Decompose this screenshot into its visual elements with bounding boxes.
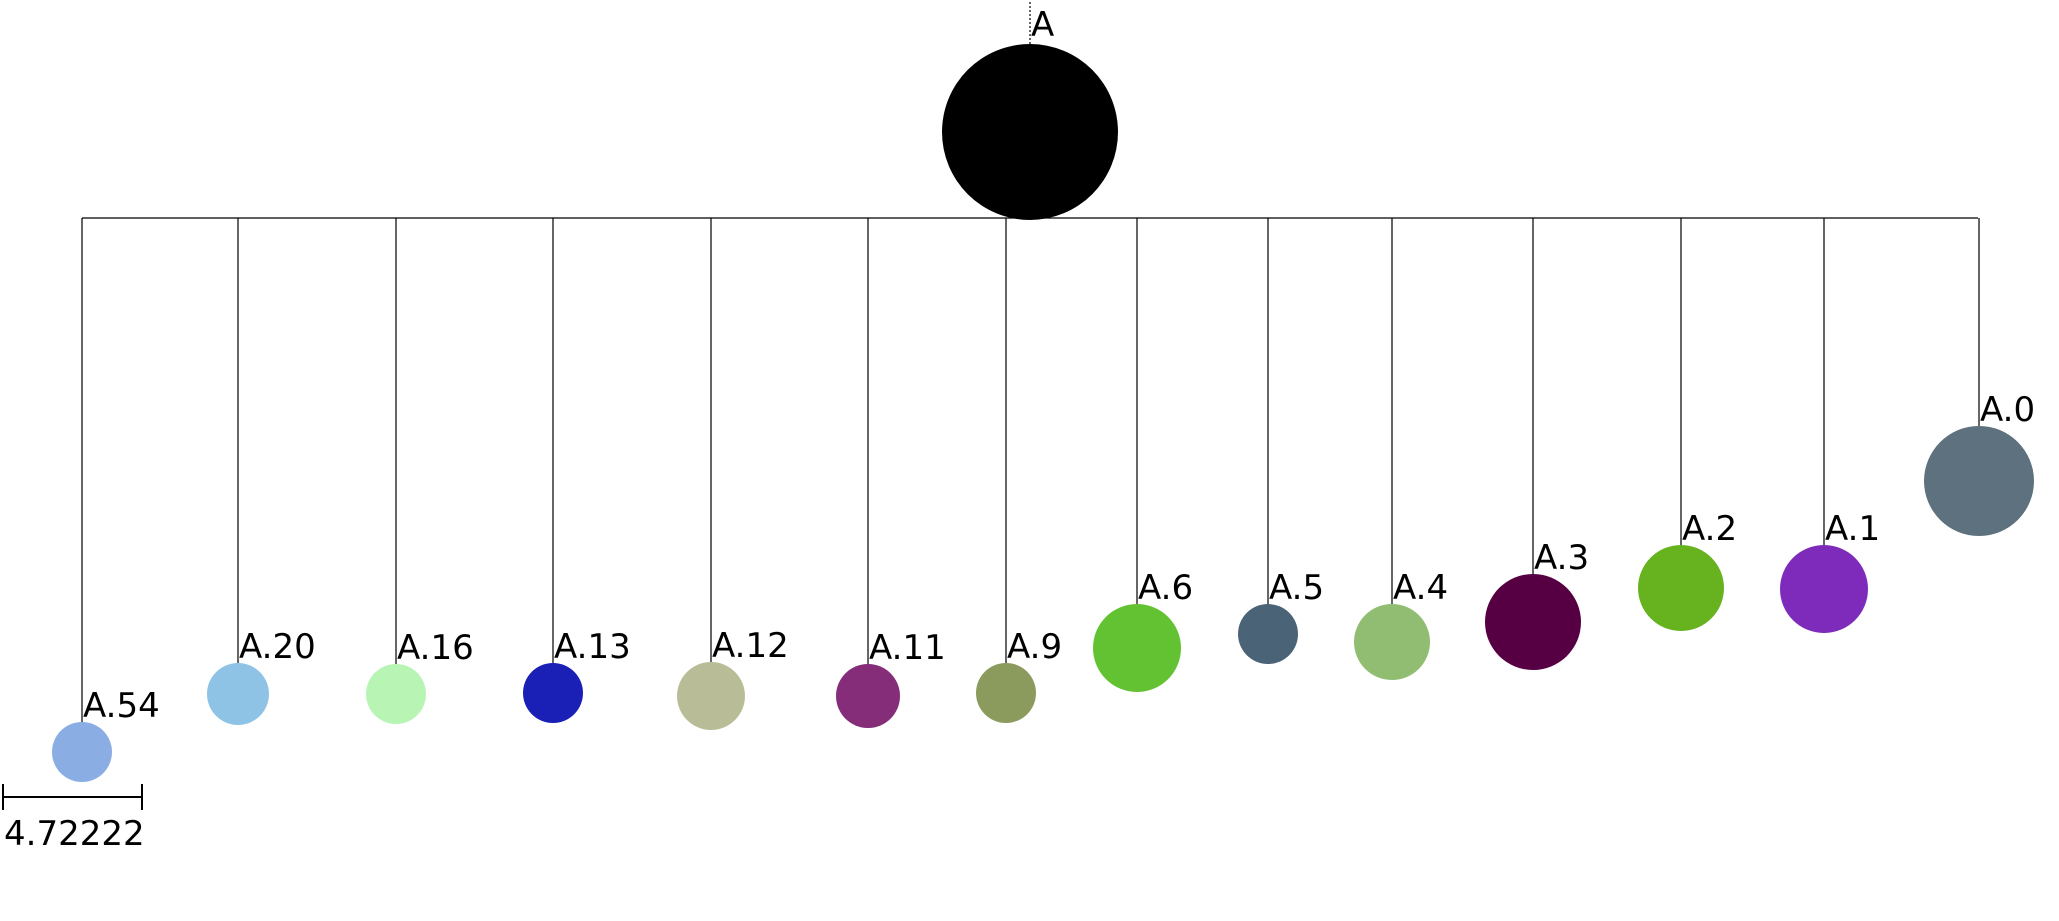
- child-node-a-13: A.13: [523, 218, 631, 723]
- node-label-a-54: A.54: [83, 686, 160, 726]
- node-circle-a-11: [836, 664, 900, 728]
- root-circle: [942, 44, 1118, 220]
- node-circle-a-12: [677, 662, 745, 730]
- node-circle-a-16: [366, 664, 426, 724]
- node-circle-a-20: [207, 663, 269, 725]
- root-label: A: [1031, 5, 1054, 45]
- node-label-a-12: A.12: [712, 626, 789, 666]
- node-label-a-13: A.13: [554, 627, 631, 667]
- node-label-a-2: A.2: [1682, 509, 1737, 549]
- node-label-a-5: A.5: [1269, 568, 1324, 608]
- node-label-a-9: A.9: [1007, 627, 1062, 667]
- node-label-a-11: A.11: [869, 628, 946, 668]
- node-circle-a-1: [1780, 545, 1868, 633]
- node-label-a-4: A.4: [1393, 568, 1448, 608]
- child-node-a-54: A.54: [52, 218, 160, 782]
- child-node-a-11: A.11: [836, 218, 946, 728]
- child-node-a-1: A.1: [1780, 218, 1880, 633]
- node-circle-a-6: [1093, 604, 1181, 692]
- node-circle-a-54: [52, 722, 112, 782]
- node-label-a-3: A.3: [1534, 538, 1589, 578]
- child-node-a-2: A.2: [1638, 218, 1737, 631]
- node-label-a-16: A.16: [397, 628, 474, 668]
- node-circle-a-13: [523, 663, 583, 723]
- node-circle-a-5: [1238, 604, 1298, 664]
- node-circle-a-9: [976, 663, 1036, 723]
- node-circle-a-3: [1485, 574, 1581, 670]
- node-label-a-0: A.0: [1980, 390, 2035, 430]
- child-node-a-16: A.16: [366, 218, 474, 724]
- child-nodes: A.54 A.20 A.16 A.13 A.12 A.11 A.9 A.6 A.5 A.4 A.3 A…: [52, 218, 2035, 782]
- root-node: A: [942, 2, 1118, 220]
- child-node-a-4: A.4: [1354, 218, 1448, 680]
- child-node-a-6: A.6: [1093, 218, 1193, 692]
- node-circle-a-0: [1924, 426, 2034, 536]
- child-node-a-12: A.12: [677, 218, 789, 730]
- scale-bar-label: 4.72222: [4, 814, 145, 854]
- child-node-a-5: A.5: [1238, 218, 1324, 664]
- node-label-a-20: A.20: [239, 627, 316, 667]
- node-label-a-6: A.6: [1138, 568, 1193, 608]
- child-node-a-3: A.3: [1485, 218, 1589, 670]
- node-circle-a-4: [1354, 604, 1430, 680]
- node-label-a-1: A.1: [1825, 509, 1880, 549]
- child-node-a-9: A.9: [976, 218, 1062, 723]
- node-circle-a-2: [1638, 545, 1724, 631]
- scale-bar: 4.72222: [2, 784, 145, 854]
- child-node-a-20: A.20: [207, 218, 316, 725]
- child-node-a-0: A.0: [1924, 218, 2035, 536]
